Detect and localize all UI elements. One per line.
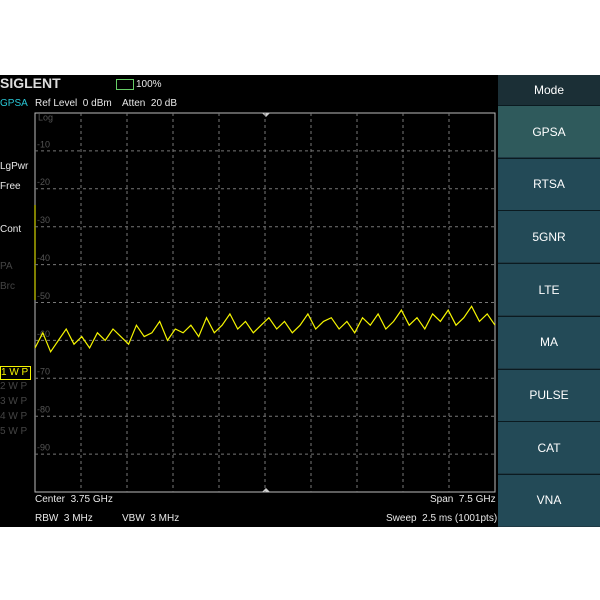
y-tick-label: -90 (37, 442, 50, 452)
y-tick-label: -20 (37, 177, 50, 187)
trace-entry[interactable]: 4 W P (0, 411, 28, 422)
y-tick-label: -30 (37, 215, 50, 225)
detector: LgPwr (0, 161, 29, 172)
y-tick-label: -70 (37, 367, 50, 377)
brand: SIGLENT (0, 75, 61, 91)
menu-title: Mode (498, 75, 600, 105)
rbw: RBW 3 MHz (35, 513, 93, 524)
mode-label: GPSA (0, 98, 28, 109)
y-tick-label: -50 (37, 291, 50, 301)
battery-level: 100% (136, 79, 162, 90)
menu-button[interactable]: LTE (498, 263, 600, 316)
trace-entry[interactable]: 1 W P (0, 366, 32, 380)
center-freq: Center 3.75 GHz (35, 494, 113, 505)
trace-entry[interactable]: 3 W P (0, 396, 28, 407)
span: Span 7.5 GHz (430, 494, 496, 505)
menu-button[interactable]: RTSA (498, 157, 600, 210)
bc: Brc (0, 281, 15, 292)
y-tick-label: -40 (37, 253, 50, 263)
scale-label: Log (38, 112, 53, 122)
atten: Atten 20 dB (122, 98, 178, 109)
trace-line (34, 305, 496, 354)
sweep-mode: Cont (0, 224, 22, 235)
preamp: PA (0, 261, 13, 272)
trace-entry[interactable]: 2 W P (0, 381, 28, 392)
menu-button[interactable]: MA (498, 315, 600, 368)
menu-button[interactable]: VNA (498, 473, 600, 526)
menu-button[interactable]: 5GNR (498, 210, 600, 263)
y-tick-label: -10 (37, 139, 50, 149)
menu-button[interactable]: CAT (498, 421, 600, 474)
analyzer-screen: SIGLENT 100% GPSA Ref Level 0 dBm Atten … (0, 75, 600, 527)
y-tick-label: -80 (37, 405, 50, 415)
sweep: Sweep 2.5 ms (1001pts) (386, 513, 498, 524)
battery-icon (116, 79, 134, 90)
vbw: VBW 3 MHz (122, 513, 180, 524)
plot: Log -10-20-30-40-50-60-70-80-90 (34, 112, 496, 493)
trace-entry[interactable]: 5 W P (0, 426, 28, 437)
mode-menu: Mode GPSA RTSA 5GNR LTE MA PULSE CAT VNA (498, 75, 600, 527)
menu-button[interactable]: PULSE (498, 368, 600, 421)
trigger: Free (0, 181, 21, 192)
menu-button[interactable]: GPSA (498, 105, 600, 157)
ref-level: Ref Level 0 dBm (35, 98, 112, 109)
